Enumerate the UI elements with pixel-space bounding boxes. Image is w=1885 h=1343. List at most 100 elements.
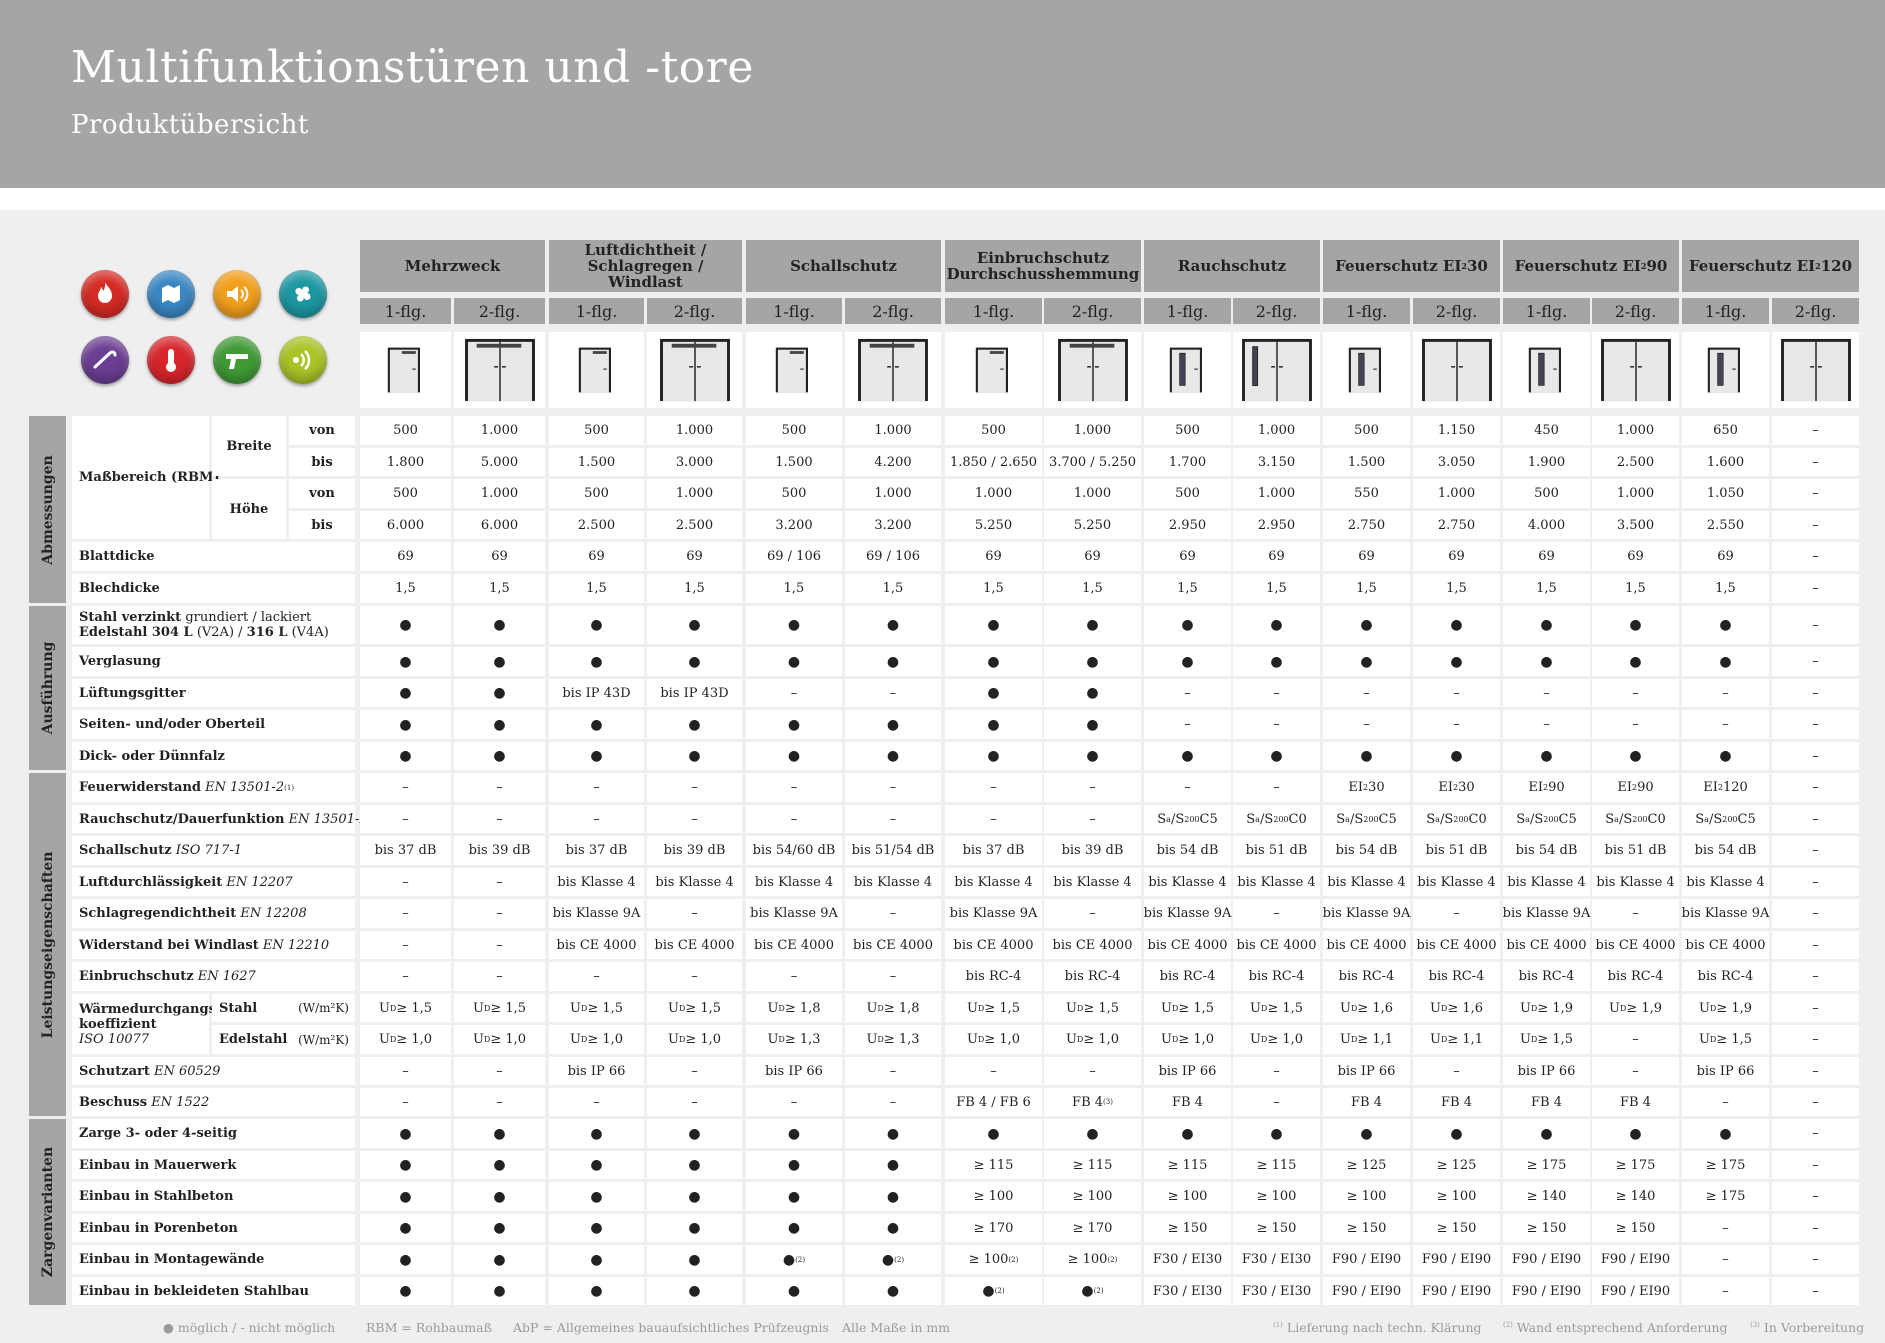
table-cell: bis 37 dB <box>945 836 1042 865</box>
page-subtitle: Produktübersicht <box>71 110 309 140</box>
table-cell: – <box>454 773 545 802</box>
dimension-axis: Breite <box>212 416 286 476</box>
table-cell: – <box>845 805 941 833</box>
table-cell: ● <box>1044 742 1141 770</box>
table-cell: ≥ 150 <box>1233 1214 1320 1242</box>
table-cell: ≥ 100 <box>1144 1182 1231 1211</box>
table-cell: – <box>454 868 545 896</box>
table-cell: 500 <box>746 416 842 445</box>
table-cell: F90 / EI90 <box>1323 1277 1410 1305</box>
subheader-wing-type: 1-flg. <box>1503 298 1590 324</box>
table-cell: 1,5 <box>360 574 451 603</box>
table-cell: ● <box>1144 742 1231 770</box>
table-cell: ● <box>549 1214 644 1242</box>
table-cell: – <box>746 773 842 802</box>
table-cell: 1.850 / 2.650 <box>945 448 1042 476</box>
table-cell: – <box>360 868 451 896</box>
row-label: Schallschutz ISO 717-1 <box>72 836 355 865</box>
table-cell: ≥ 175 <box>1503 1151 1590 1179</box>
subheader-wing-type: 2-flg. <box>1233 298 1320 324</box>
table-cell: bis CE 4000 <box>845 931 941 959</box>
table-cell: 6.000 <box>360 511 451 539</box>
table-cell: – <box>1772 542 1859 571</box>
door-illustration <box>945 332 1042 408</box>
table-cell: ● <box>945 679 1042 707</box>
door-illustration <box>746 332 842 408</box>
dimension-bound: bis <box>289 448 355 476</box>
table-cell: ● <box>1682 742 1769 770</box>
table-cell: ● <box>1413 1119 1500 1148</box>
door-illustration <box>1144 332 1231 408</box>
table-cell: – <box>549 1088 644 1116</box>
table-cell: ● <box>845 1214 941 1242</box>
section-label: Zargenvarianten <box>29 1119 66 1305</box>
table-cell: – <box>1772 511 1859 539</box>
table-cell: – <box>1144 679 1231 707</box>
table-cell: ● <box>360 1277 451 1305</box>
thermometer-icon <box>147 336 195 384</box>
table-cell: 1.000 <box>1233 479 1320 508</box>
table-cell: – <box>1682 1245 1769 1274</box>
fire-icon <box>81 270 129 318</box>
row-label: Lüftungsgitter <box>72 679 355 707</box>
table-cell: bis IP 66 <box>1503 1057 1590 1085</box>
table-cell: 1,5 <box>647 574 742 603</box>
table-cell: ≥ 150 <box>1503 1214 1590 1242</box>
table-cell: 500 <box>1144 416 1231 445</box>
table-cell: ● <box>746 1119 842 1148</box>
table-cell: ● <box>647 1151 742 1179</box>
table-cell: bis Klasse 4 <box>746 868 842 896</box>
table-cell: ● <box>1233 647 1320 676</box>
map-icon <box>147 270 195 318</box>
table-cell: – <box>1772 742 1859 770</box>
footer-legend: ● möglich / - nicht möglich RBM = Rohbaum… <box>0 1318 1885 1340</box>
table-cell: ● <box>1503 1119 1590 1148</box>
section-label-text: Ausführung <box>39 641 56 735</box>
table-cell: bis 54 dB <box>1144 836 1231 865</box>
gun-icon <box>213 336 261 384</box>
table-cell: ● <box>1682 1119 1769 1148</box>
table-cell: ● <box>454 1277 545 1305</box>
table-cell: – <box>647 962 742 991</box>
table-cell: – <box>1233 710 1320 739</box>
table-cell: 500 <box>945 416 1042 445</box>
table-cell: F90 / EI90 <box>1592 1245 1679 1274</box>
table-cell: 550 <box>1323 479 1410 508</box>
subheader-wing-type: 2-flg. <box>647 298 742 324</box>
table-cell: 69 <box>1044 542 1141 571</box>
table-cell: – <box>454 899 545 928</box>
table-cell: ≥ 100 <box>945 1182 1042 1211</box>
table-cell: bis CE 4000 <box>1233 931 1320 959</box>
table-cell: 1.500 <box>746 448 842 476</box>
table-cell: – <box>360 1057 451 1085</box>
subheader-wing-type: 1-flg. <box>945 298 1042 324</box>
table-cell: ● <box>746 1151 842 1179</box>
table-cell: 500 <box>1144 479 1231 508</box>
table-cell: – <box>1592 1057 1679 1085</box>
table-cell: ● <box>1233 742 1320 770</box>
table-cell: ● (2) <box>945 1277 1042 1305</box>
table-cell: ● <box>454 1119 545 1148</box>
table-cell: bis Klasse 4 <box>945 868 1042 896</box>
table-cell: ● <box>1144 647 1231 676</box>
table-cell: 1,5 <box>1323 574 1410 603</box>
page-title: Multifunktionstüren und -tore <box>71 42 754 93</box>
door-illustration <box>454 332 545 408</box>
table-cell: 650 <box>1682 416 1769 445</box>
table-cell: – <box>360 773 451 802</box>
section-label: Abmessungen <box>29 416 66 603</box>
table-cell: – <box>1233 679 1320 707</box>
table-cell: – <box>1413 710 1500 739</box>
